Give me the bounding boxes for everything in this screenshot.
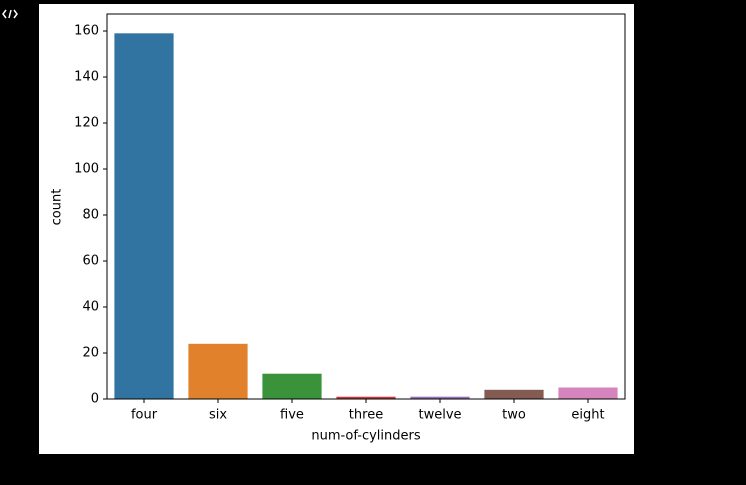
y-tick-label: 100 (74, 162, 99, 177)
axes-frame (106, 13, 626, 400)
x-axis-label: num-of-cylinders (311, 429, 420, 444)
y-tick-label: 60 (82, 254, 99, 269)
y-tick-label: 20 (82, 346, 99, 361)
x-tick-label: two (502, 408, 526, 423)
x-tick-label: twelve (418, 408, 461, 423)
y-tick-label: 160 (74, 24, 99, 39)
bar (114, 33, 174, 399)
y-axis-label: count (50, 189, 65, 226)
x-tick-label: five (280, 408, 304, 423)
y-tick-label: 120 (74, 116, 99, 131)
bar (484, 389, 544, 399)
code-icon (2, 9, 18, 19)
y-tick-label: 140 (74, 70, 99, 85)
bar (336, 396, 396, 399)
x-tick-label: eight (571, 408, 604, 423)
x-tick-label: three (349, 408, 383, 423)
x-tick-label: six (209, 408, 227, 423)
bar (262, 373, 322, 399)
bar (410, 396, 470, 399)
bar (188, 343, 248, 399)
bar (558, 387, 618, 399)
x-tick-label: four (131, 408, 158, 423)
y-tick-label: 0 (91, 392, 99, 407)
y-tick-label: 80 (82, 208, 99, 223)
y-tick-label: 40 (82, 300, 99, 315)
